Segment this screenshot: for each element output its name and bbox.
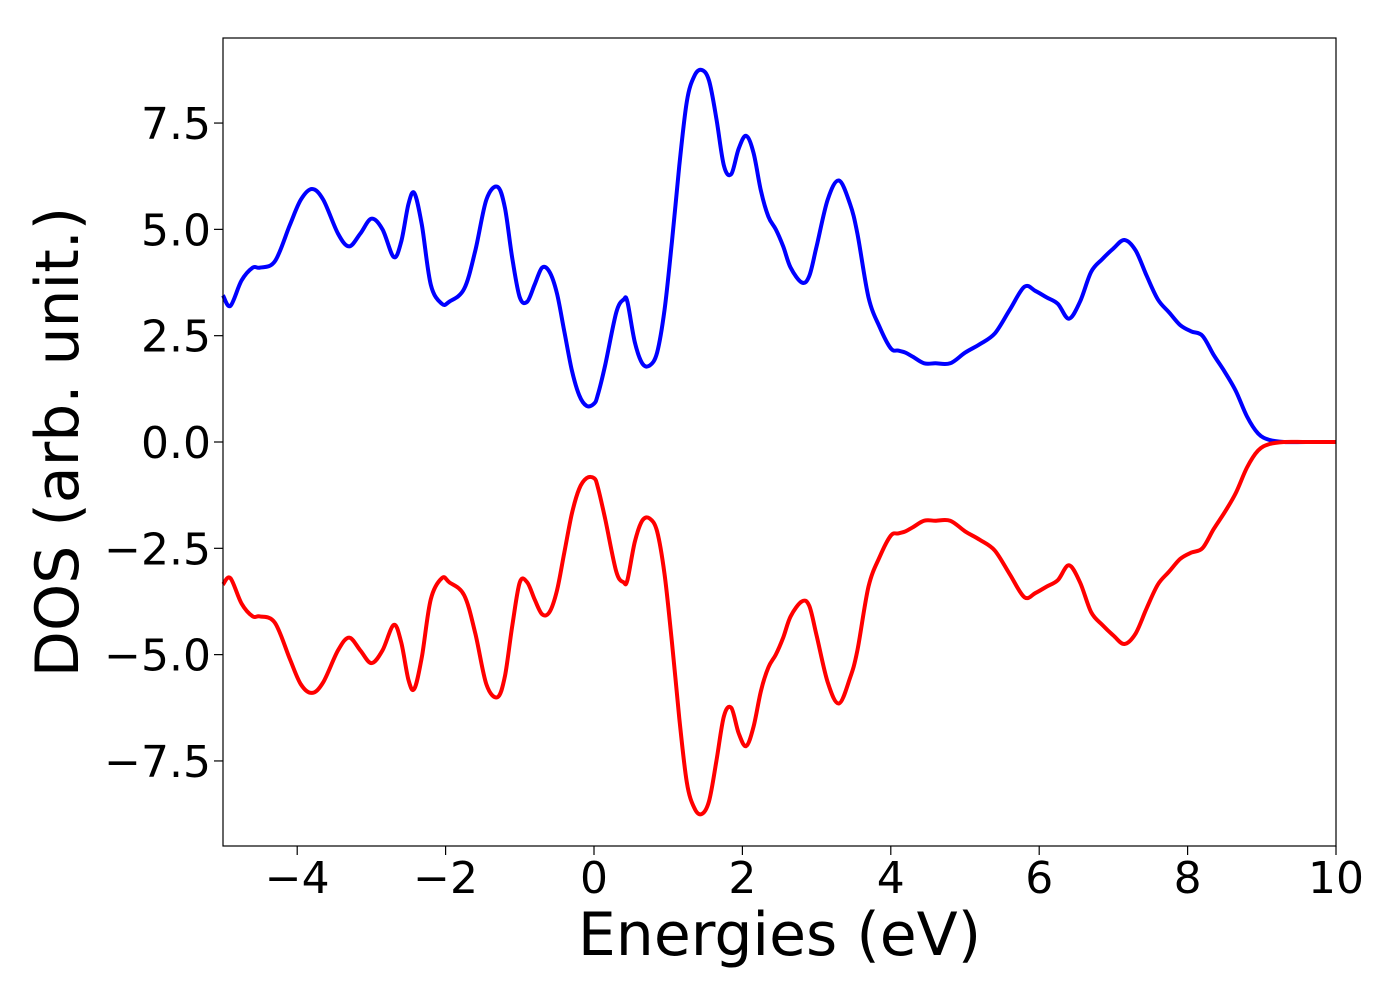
x-axis-title: Energies (eV) — [578, 900, 981, 970]
x-axis-ticks: −4 −2 0 2 4 6 8 10 — [265, 846, 1364, 904]
x-tick-label: −2 — [413, 853, 478, 904]
x-tick-label: −4 — [265, 853, 330, 904]
x-tick-label: 2 — [728, 853, 756, 904]
x-tick-label: 10 — [1308, 853, 1364, 904]
x-tick-label: 4 — [877, 853, 905, 904]
y-tick-label: 5.0 — [141, 205, 211, 256]
y-tick-label: −5.0 — [104, 631, 211, 682]
series-layer — [221, 67, 1336, 817]
x-tick-label: 0 — [580, 853, 608, 904]
dos-series-line-1 — [221, 67, 1336, 445]
y-axis-ticks: 7.5 5.0 2.5 0.0 −2.5 −5.0 −7.5 — [104, 99, 223, 788]
y-tick-label: 2.5 — [141, 312, 211, 363]
y-axis-title: DOS (arb. unit.) — [23, 207, 93, 677]
y-tick-label: −2.5 — [104, 524, 211, 575]
x-tick-label: 8 — [1174, 853, 1202, 904]
x-tick-label: 6 — [1025, 853, 1053, 904]
y-tick-label: 7.5 — [141, 99, 211, 150]
dos-series-line-2 — [221, 439, 1336, 817]
y-tick-label: 0.0 — [141, 418, 211, 469]
y-tick-label: −7.5 — [104, 737, 211, 788]
